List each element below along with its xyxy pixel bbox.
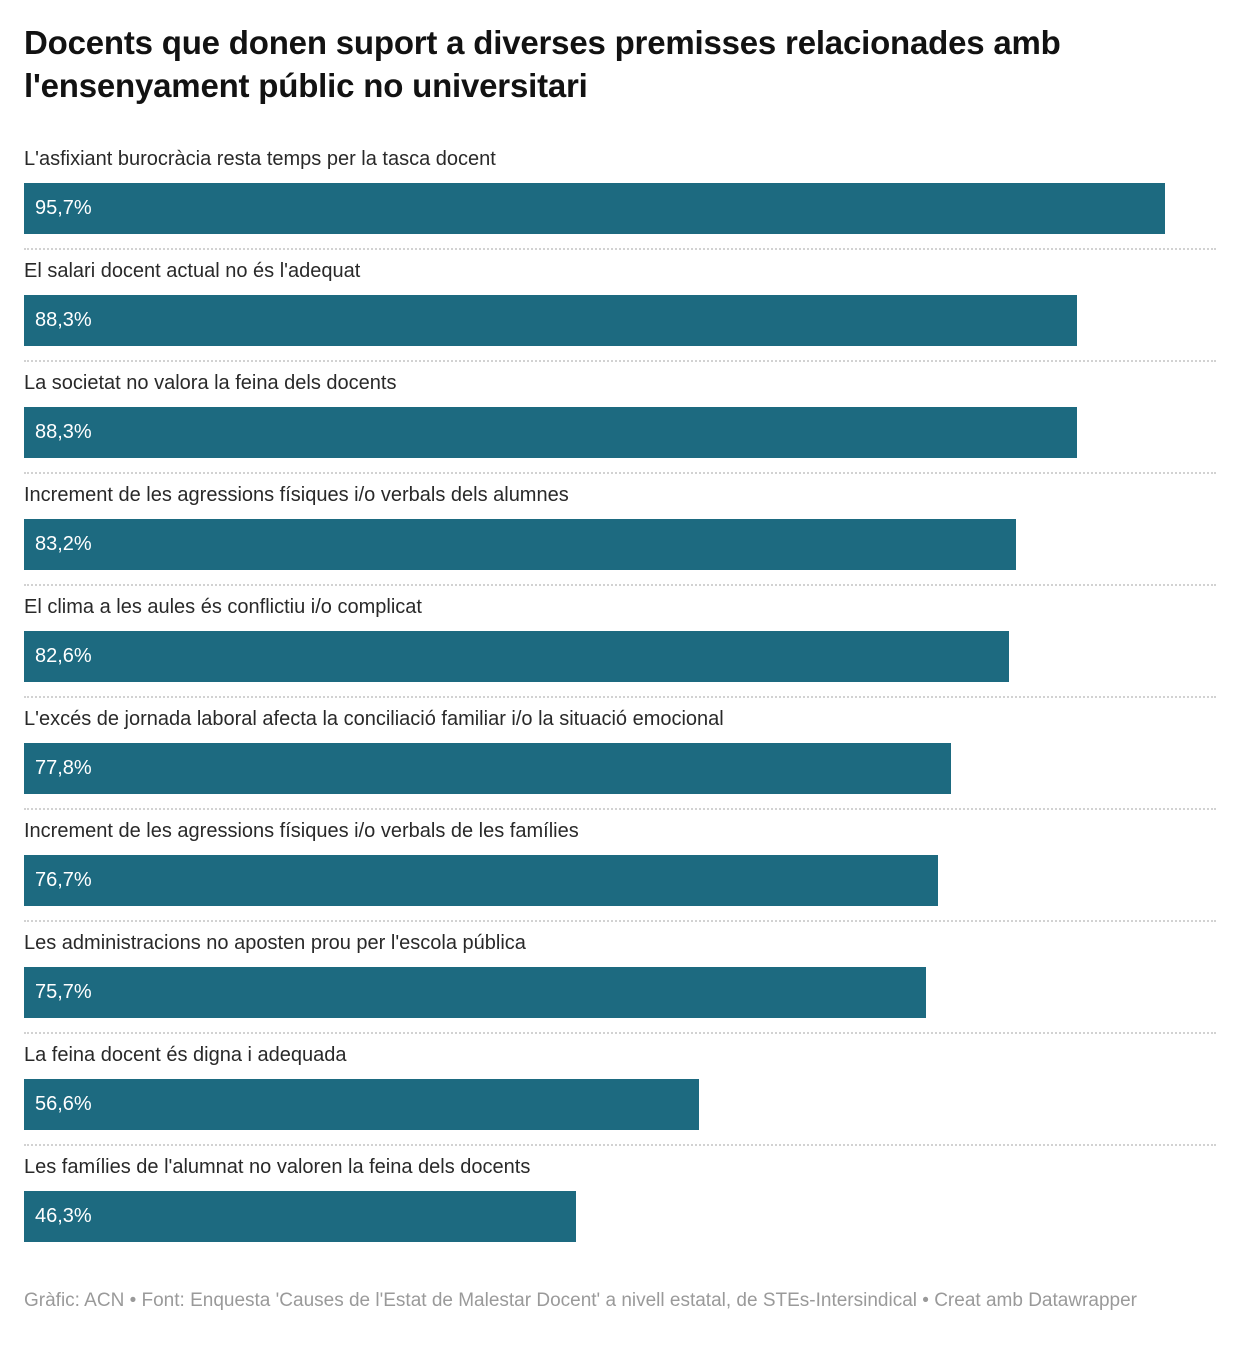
bar-chart: L'asfixiant burocràcia resta temps per l… [24, 147, 1216, 1242]
bar-track: 46,3% [24, 1191, 1216, 1242]
row-separator [24, 1144, 1216, 1146]
bar-value-label: 95,7% [35, 197, 92, 219]
bar-category-label: El clima a les aules és conflictiu i/o c… [24, 596, 422, 618]
bar-track: 56,6% [24, 1079, 1216, 1130]
chart-container: Docents que donen suport a diverses prem… [24, 24, 1216, 1242]
bar-value-label: 83,2% [35, 533, 92, 555]
bar-category-label: Les administracions no aposten prou per … [24, 932, 526, 954]
chart-footer-credit: Gràfic: ACN • Font: Enquesta 'Causes de … [24, 1290, 1137, 1311]
bar-category-label: L'asfixiant burocràcia resta temps per l… [24, 148, 496, 170]
bar: 83,2% [24, 519, 1016, 570]
bar: 46,3% [24, 1191, 576, 1242]
bar-value-label: 77,8% [35, 757, 92, 779]
bar-category-label: La feina docent és digna i adequada [24, 1044, 347, 1066]
bar-track: 95,7% [24, 183, 1216, 234]
bar-value-label: 46,3% [35, 1205, 92, 1227]
bar-row: La feina docent és digna i adequada 56,6… [24, 1043, 1216, 1146]
bar-row: Les famílies de l'alumnat no valoren la … [24, 1155, 1216, 1242]
bar-row: L'asfixiant burocràcia resta temps per l… [24, 147, 1216, 250]
bar: 88,3% [24, 407, 1077, 458]
row-separator [24, 584, 1216, 586]
bar-row: Increment de les agressions físiques i/o… [24, 483, 1216, 586]
bar: 77,8% [24, 743, 952, 794]
row-separator [24, 472, 1216, 474]
bar-track: 82,6% [24, 631, 1216, 682]
bar-value-label: 75,7% [35, 981, 92, 1003]
bar-value-label: 88,3% [35, 421, 92, 443]
bar-category-label: L'excés de jornada laboral afecta la con… [24, 708, 724, 730]
bar-value-label: 82,6% [35, 645, 92, 667]
bar-value-label: 76,7% [35, 869, 92, 891]
bar: 76,7% [24, 855, 939, 906]
bar: 88,3% [24, 295, 1077, 346]
bar-category-label: Les famílies de l'alumnat no valoren la … [24, 1156, 531, 1178]
bar-row: La societat no valora la feina dels doce… [24, 371, 1216, 474]
bar-value-label: 88,3% [35, 309, 92, 331]
bar: 95,7% [24, 183, 1165, 234]
row-separator [24, 696, 1216, 698]
bar-category-label: El salari docent actual no és l'adequat [24, 260, 361, 282]
bar-track: 77,8% [24, 743, 1216, 794]
bar: 56,6% [24, 1079, 699, 1130]
bar-category-label: Increment de les agressions físiques i/o… [24, 820, 579, 842]
bar-category-label: La societat no valora la feina dels doce… [24, 372, 397, 394]
bar-track: 88,3% [24, 295, 1216, 346]
bar-row: L'excés de jornada laboral afecta la con… [24, 707, 1216, 810]
row-separator [24, 248, 1216, 250]
bar-row: El clima a les aules és conflictiu i/o c… [24, 595, 1216, 698]
row-separator [24, 920, 1216, 922]
row-separator [24, 808, 1216, 810]
bar-track: 88,3% [24, 407, 1216, 458]
bar-track: 83,2% [24, 519, 1216, 570]
bar-row: El salari docent actual no és l'adequat … [24, 259, 1216, 362]
bar-category-label: Increment de les agressions físiques i/o… [24, 484, 569, 506]
bar-value-label: 56,6% [35, 1093, 92, 1115]
bar-track: 75,7% [24, 967, 1216, 1018]
bar-row: Les administracions no aposten prou per … [24, 931, 1216, 1034]
bar-track: 76,7% [24, 855, 1216, 906]
row-separator [24, 360, 1216, 362]
bar: 75,7% [24, 967, 927, 1018]
chart-title: Docents que donen suport a diverses prem… [24, 24, 1061, 104]
bar: 82,6% [24, 631, 1009, 682]
bar-row: Increment de les agressions físiques i/o… [24, 819, 1216, 922]
row-separator [24, 1032, 1216, 1034]
